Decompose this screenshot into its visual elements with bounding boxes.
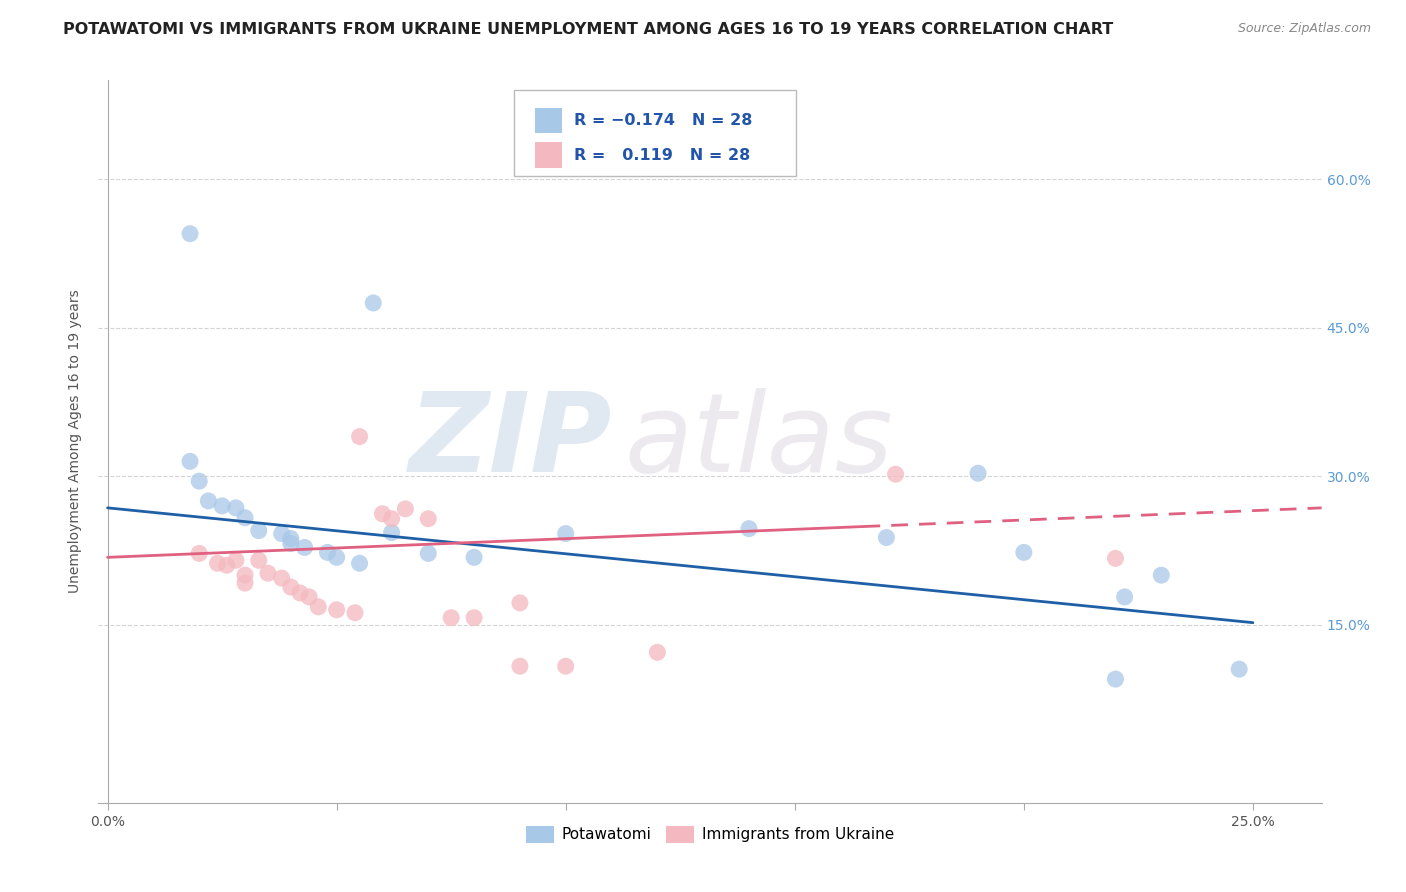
Point — [325, 550, 347, 565]
Text: Source: ZipAtlas.com: Source: ZipAtlas.com — [1237, 22, 1371, 36]
Point — [179, 454, 201, 468]
Point — [1104, 672, 1126, 686]
Point — [280, 536, 302, 550]
Point — [325, 603, 347, 617]
Point — [463, 611, 485, 625]
Point — [280, 532, 302, 546]
Point — [967, 467, 990, 481]
Point — [215, 558, 238, 573]
Point — [1114, 590, 1136, 604]
Point — [225, 500, 247, 515]
Point — [738, 522, 761, 536]
Point — [371, 507, 394, 521]
Point — [257, 566, 280, 581]
Text: POTAWATOMI VS IMMIGRANTS FROM UKRAINE UNEMPLOYMENT AMONG AGES 16 TO 19 YEARS COR: POTAWATOMI VS IMMIGRANTS FROM UKRAINE UN… — [63, 22, 1114, 37]
Point — [188, 546, 211, 560]
Point — [381, 525, 404, 540]
Point — [509, 659, 531, 673]
Point — [270, 526, 292, 541]
Point — [394, 501, 416, 516]
Text: ZIP: ZIP — [409, 388, 612, 495]
Point — [307, 599, 329, 614]
Point — [381, 512, 404, 526]
Point — [233, 576, 256, 591]
Point — [418, 546, 440, 560]
Point — [197, 494, 219, 508]
Point — [298, 590, 321, 604]
Text: R =   0.119   N = 28: R = 0.119 N = 28 — [574, 147, 751, 162]
Point — [349, 556, 371, 570]
Point — [207, 556, 229, 570]
Point — [363, 296, 385, 310]
Point — [554, 659, 576, 673]
Point — [343, 606, 366, 620]
Point — [179, 227, 201, 241]
Text: R = −0.174   N = 28: R = −0.174 N = 28 — [574, 113, 752, 128]
Point — [270, 571, 292, 585]
Text: atlas: atlas — [624, 388, 893, 495]
Bar — [536, 143, 562, 168]
Legend: Potawatomi, Immigrants from Ukraine: Potawatomi, Immigrants from Ukraine — [520, 820, 900, 849]
Point — [233, 510, 256, 524]
Point — [1150, 568, 1173, 582]
Point — [1104, 551, 1126, 566]
Point — [294, 541, 316, 555]
Point — [211, 499, 233, 513]
Point — [554, 526, 576, 541]
Y-axis label: Unemployment Among Ages 16 to 19 years: Unemployment Among Ages 16 to 19 years — [67, 290, 82, 593]
Point — [509, 596, 531, 610]
Point — [349, 429, 371, 443]
Point — [875, 531, 897, 545]
Point — [316, 545, 339, 559]
Point — [1227, 662, 1250, 676]
Point — [188, 474, 211, 488]
Point — [1012, 545, 1035, 559]
Point — [280, 580, 302, 594]
Point — [288, 586, 311, 600]
Point — [440, 611, 463, 625]
Point — [647, 645, 669, 659]
Point — [247, 524, 270, 538]
Bar — [536, 108, 562, 133]
Point — [233, 568, 256, 582]
Point — [247, 553, 270, 567]
Point — [225, 553, 247, 567]
Point — [884, 467, 907, 482]
FancyBboxPatch shape — [515, 90, 796, 177]
Point — [463, 550, 485, 565]
Point — [418, 512, 440, 526]
